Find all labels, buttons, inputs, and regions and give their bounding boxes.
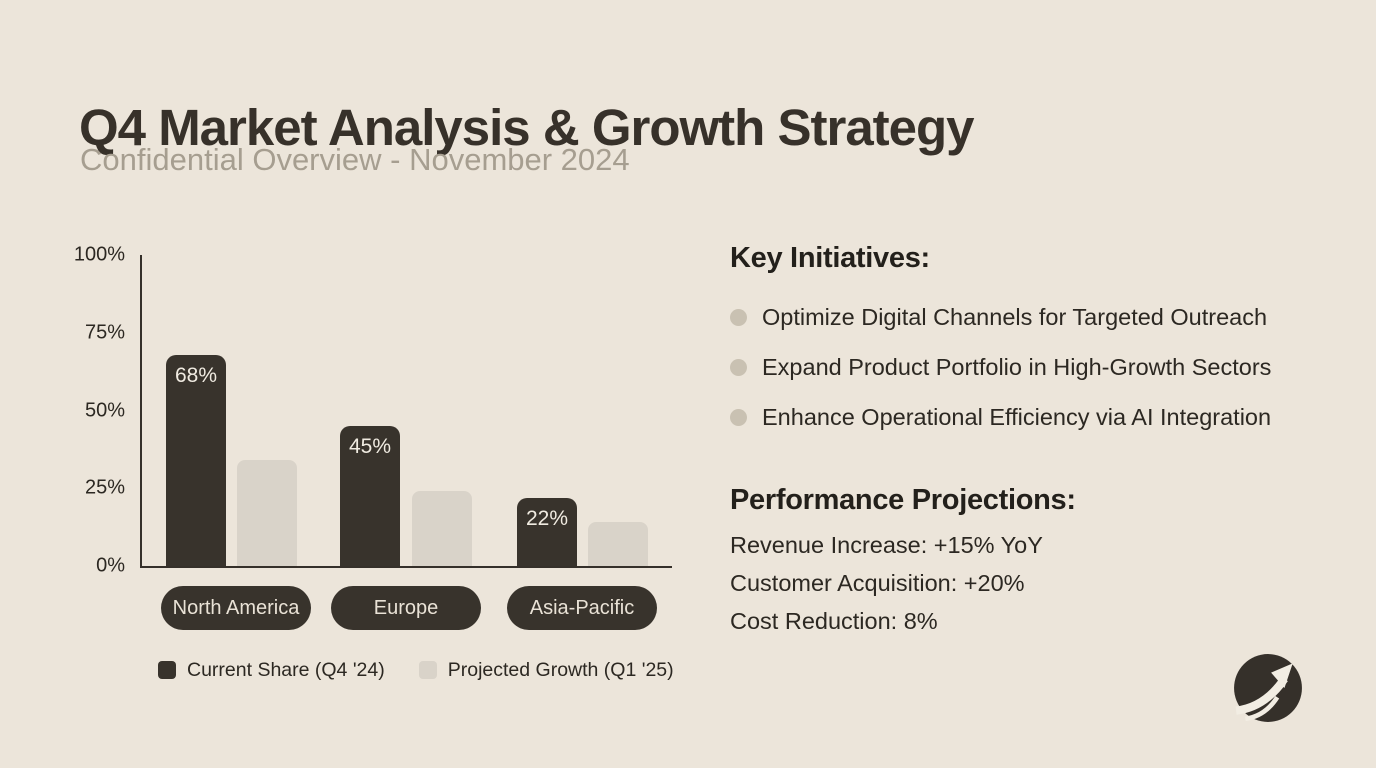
projection-line: Customer Acquisition: +20% [730,570,1025,596]
bar-projected-growth-2 [588,522,648,566]
bar-projected-growth-0 [237,460,297,566]
bullet-icon [730,308,747,326]
y-axis-tick-label: 0% [96,554,125,577]
page-subtitle: Confidential Overview - November 2024 [80,142,630,177]
growth-arrow-logo [1232,652,1304,724]
bar-projected-growth-1 [412,491,472,566]
bar-value-label: 22% [525,507,569,530]
bar-current-share-2: 22% [517,498,577,566]
bar-value-label: 45% [348,435,392,458]
projection-line: Revenue Increase: +15% YoY [730,532,1043,558]
category-pill-europe: Europe [331,586,481,630]
bullet-icon [730,358,747,376]
performance-projections-list: Revenue Increase: +15% YoY Customer Acqui… [730,526,1330,640]
legend-swatch-icon [158,661,176,679]
key-initiatives-list: Optimize Digital Channels for Targeted O… [730,292,1330,442]
initiative-item: Enhance Operational Efficiency via AI In… [730,392,1330,442]
initiative-text: Enhance Operational Efficiency via AI In… [762,403,1272,430]
initiative-text: Expand Product Portfolio in High-Growth … [762,353,1272,380]
y-axis-tick-labels: 100% 75% 50% 25% 0% [44,244,125,577]
bar-current-share-1: 45% [340,426,400,566]
right-panel: Key Initiatives: Optimize Digital Channe… [730,242,1330,640]
initiative-text: Optimize Digital Channels for Targeted O… [762,303,1268,330]
page-title: Q4 Market Analysis & Growth Strategy [79,99,975,157]
bar-chart-plot-area: 68% 45% 22% [140,255,672,568]
bar-current-share-0: 68% [166,355,226,566]
projection-line: Cost Reduction: 8% [730,608,938,634]
legend-label: Projected Growth (Q1 '25) [447,658,674,681]
bar-value-label: 68% [174,364,218,387]
y-axis-tick-label: 100% [73,243,125,266]
legend-swatch-icon [418,661,437,679]
initiative-item: Expand Product Portfolio in High-Growth … [730,342,1330,392]
y-axis-tick-label: 25% [84,476,125,499]
y-axis-tick-label: 75% [84,321,125,344]
key-initiatives-heading: Key Initiatives: [730,242,930,274]
chart-legend: Current Share (Q4 '24) Projected Growth (… [158,658,674,682]
legend-label: Current Share (Q4 '24) [187,658,385,681]
category-pill-north-america: North America [161,586,311,630]
legend-item: Current Share (Q4 '24) [158,659,385,682]
growth-arrow-icon [1234,654,1302,722]
legend-item: Projected Growth (Q1 '25) [418,658,674,682]
bullet-icon [730,408,747,426]
y-axis-tick-label: 50% [84,399,125,421]
performance-projections-heading: Performance Projections: [730,484,1076,516]
initiative-item: Optimize Digital Channels for Targeted O… [730,292,1330,342]
category-pill-asia-pacific: Asia-Pacific [507,586,657,630]
